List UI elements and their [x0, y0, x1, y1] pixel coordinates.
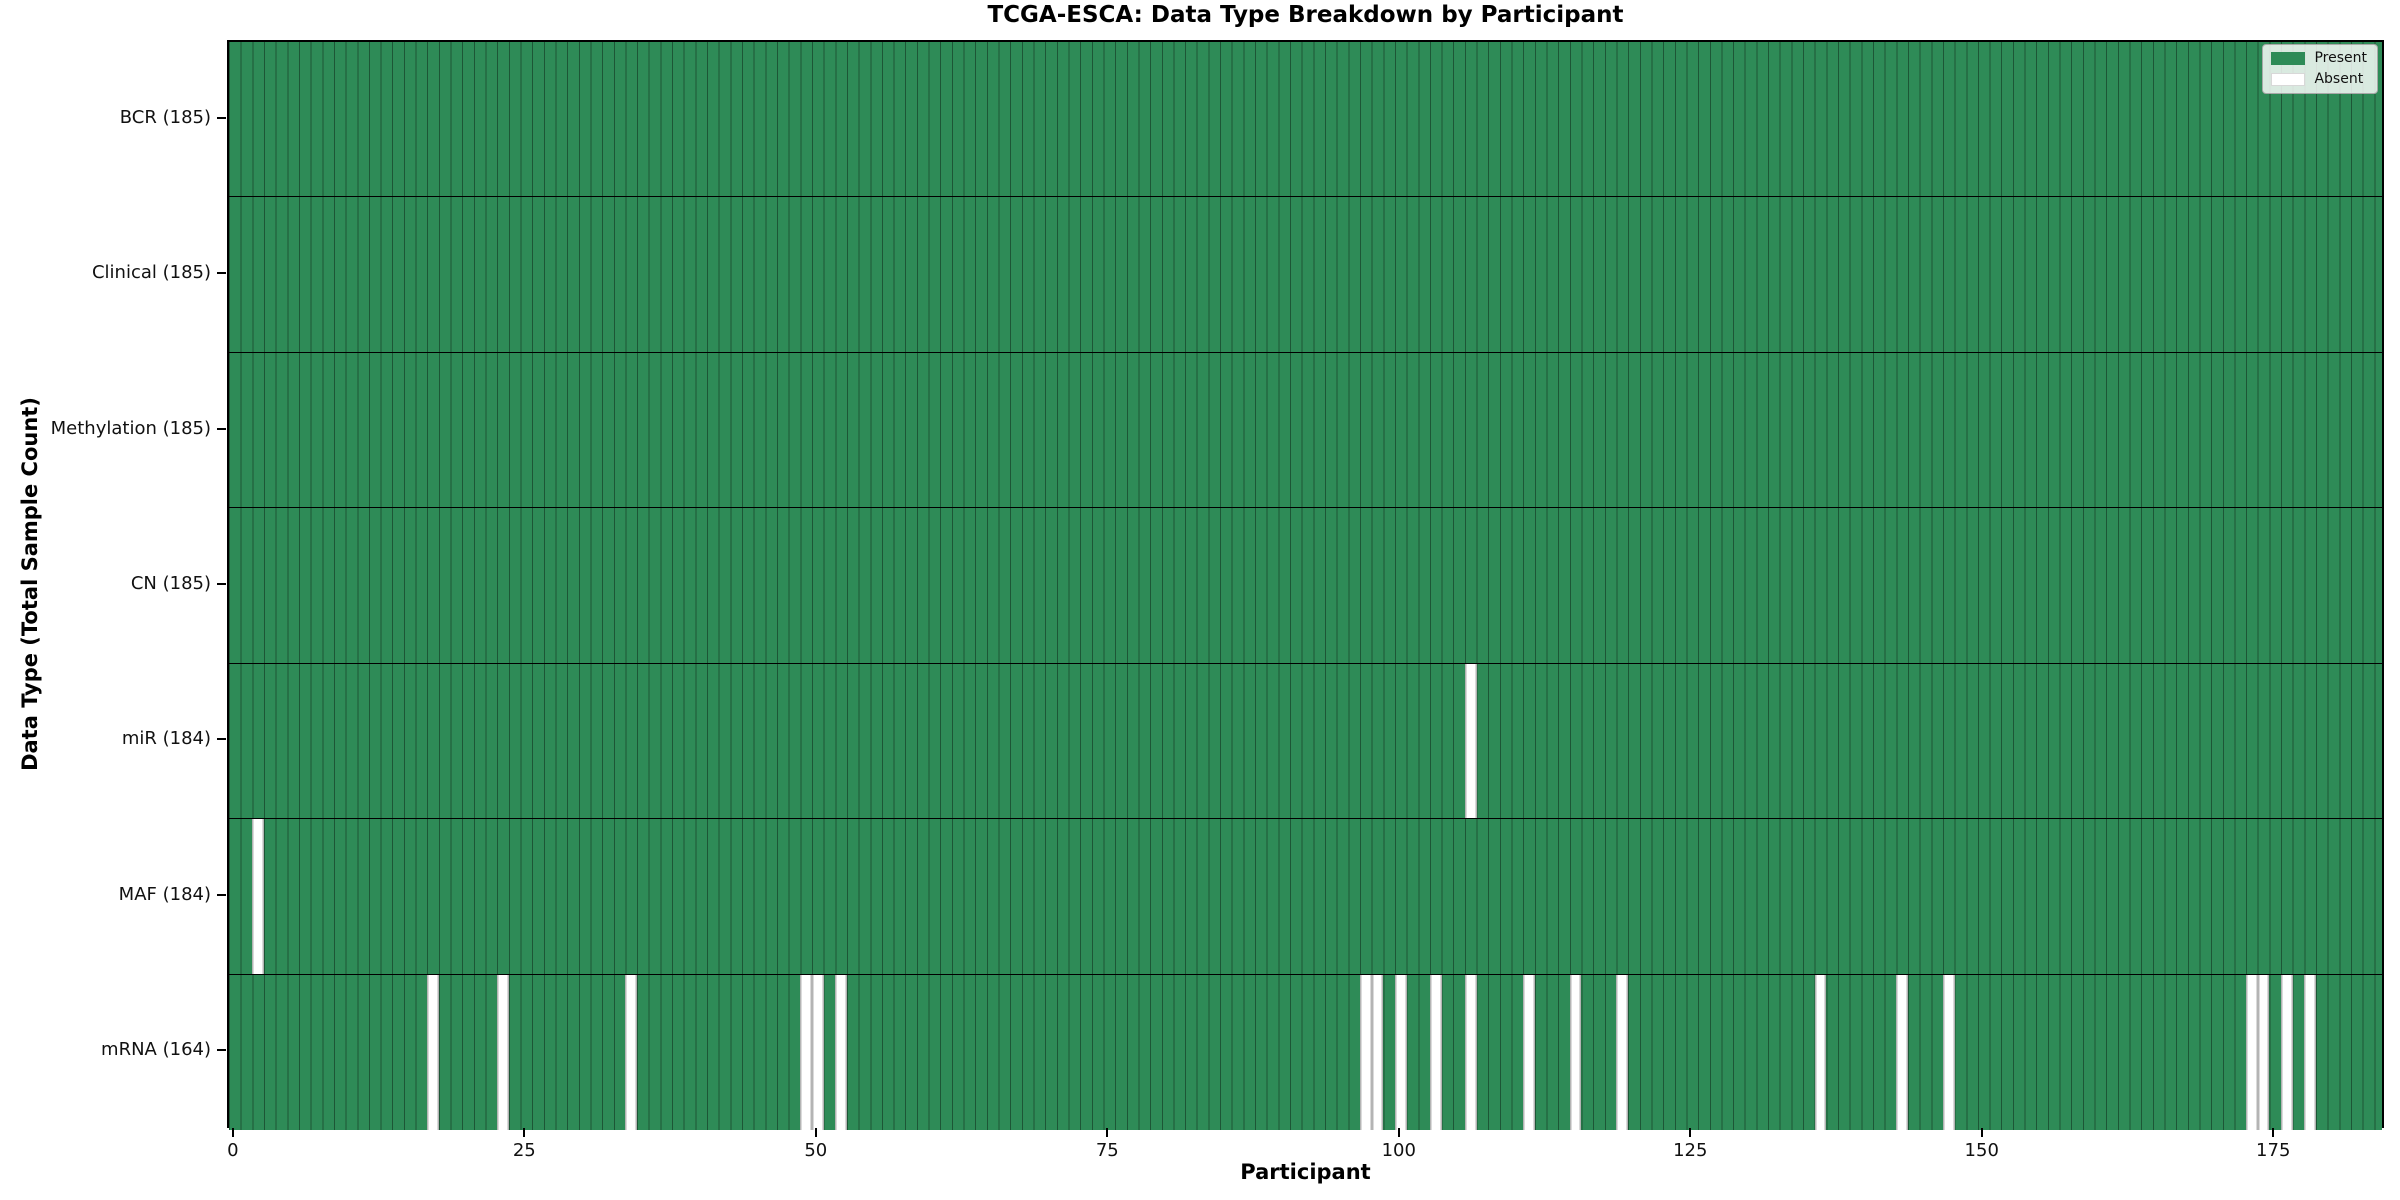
- x-tick-label: 125: [1673, 1140, 1708, 1161]
- x-tick-label: 25: [512, 1140, 536, 1161]
- x-tick-label: 75: [1095, 1140, 1119, 1161]
- absent-cell: [1464, 663, 1477, 819]
- heatmap-row-bcr: [229, 42, 2382, 198]
- absent-cell: [1371, 974, 1384, 1130]
- x-tick-label: 175: [2256, 1140, 2291, 1161]
- absent-cell: [625, 974, 638, 1130]
- y-tick-mark: [217, 583, 226, 585]
- x-tick-mark: [814, 1128, 817, 1137]
- absent-swatch-icon: [2271, 73, 2306, 86]
- legend-item-absent: Absent: [2271, 72, 2367, 87]
- legend-absent-label: Absent: [2314, 71, 2364, 87]
- y-tick-mark: [217, 738, 226, 741]
- absent-cell: [1464, 974, 1477, 1130]
- y-tick-label: Clinical (185): [91, 262, 211, 284]
- y-tick-label: CN (185): [130, 573, 211, 594]
- absent-cell: [1942, 974, 1955, 1130]
- x-tick-mark: [1106, 1128, 1109, 1137]
- heatmap-row-clinical: [229, 197, 2382, 353]
- absent-cell: [1814, 974, 1827, 1130]
- x-tick-mark: [231, 1128, 234, 1137]
- absent-cell: [2257, 974, 2270, 1130]
- x-tick-mark: [2272, 1128, 2275, 1137]
- absent-cell: [1616, 974, 1629, 1130]
- y-tick-label: BCR (185): [119, 106, 211, 128]
- absent-cell: [811, 974, 824, 1130]
- absent-cell: [1569, 974, 1582, 1130]
- x-tick-mark: [1397, 1128, 1400, 1137]
- x-tick-label: 50: [804, 1140, 828, 1161]
- absent-cell: [1523, 974, 1535, 1130]
- y-tick-mark: [217, 427, 226, 430]
- x-tick-label: 0: [227, 1140, 239, 1161]
- y-tick-mark: [217, 893, 226, 896]
- chart-title: TCGA-ESCA: Data Type Breakdown by Partic…: [987, 2, 1624, 28]
- y-tick-mark: [217, 1049, 226, 1052]
- y-tick-label: mRNA (164): [101, 1039, 211, 1061]
- absent-cell: [252, 819, 264, 974]
- y-tick-label: Methylation (185): [50, 417, 211, 439]
- heatmap-row-mir: [229, 663, 2382, 820]
- x-tick-mark: [1980, 1128, 1983, 1137]
- x-tick-mark: [1689, 1128, 1692, 1137]
- legend: Present Absent: [2262, 44, 2378, 94]
- absent-cell: [2281, 974, 2293, 1130]
- absent-cell: [1429, 974, 1442, 1130]
- x-tick-mark: [523, 1128, 526, 1137]
- heatmap-row-cn: [229, 508, 2382, 664]
- y-tick-mark: [217, 272, 226, 275]
- absent-cell: [1394, 974, 1407, 1130]
- x-axis-label: Participant: [1240, 1160, 1371, 1184]
- x-tick-label: 150: [1964, 1140, 1999, 1161]
- y-tick-mark: [217, 116, 226, 119]
- y-tick-label: miR (184): [121, 728, 211, 750]
- absent-cell: [497, 974, 509, 1130]
- absent-cell: [2246, 974, 2258, 1130]
- absent-cell: [1896, 974, 1908, 1130]
- absent-cell: [800, 974, 812, 1130]
- legend-present-label: Present: [2314, 50, 2367, 66]
- absent-cell: [2304, 974, 2317, 1130]
- x-tick-label: 100: [1381, 1140, 1416, 1161]
- heatmap-row-maf: [229, 819, 2382, 975]
- heatmap-row-methylation: [229, 352, 2382, 509]
- absent-cell: [835, 974, 847, 1130]
- heatmap-row-mrna: [229, 974, 2382, 1130]
- absent-cell: [427, 974, 439, 1130]
- plot-area: [227, 40, 2384, 1130]
- y-tick-label: MAF (184): [118, 883, 211, 905]
- legend-item-present: Present: [2271, 51, 2367, 66]
- absent-cell: [1359, 974, 1372, 1130]
- present-swatch-icon: [2271, 52, 2306, 65]
